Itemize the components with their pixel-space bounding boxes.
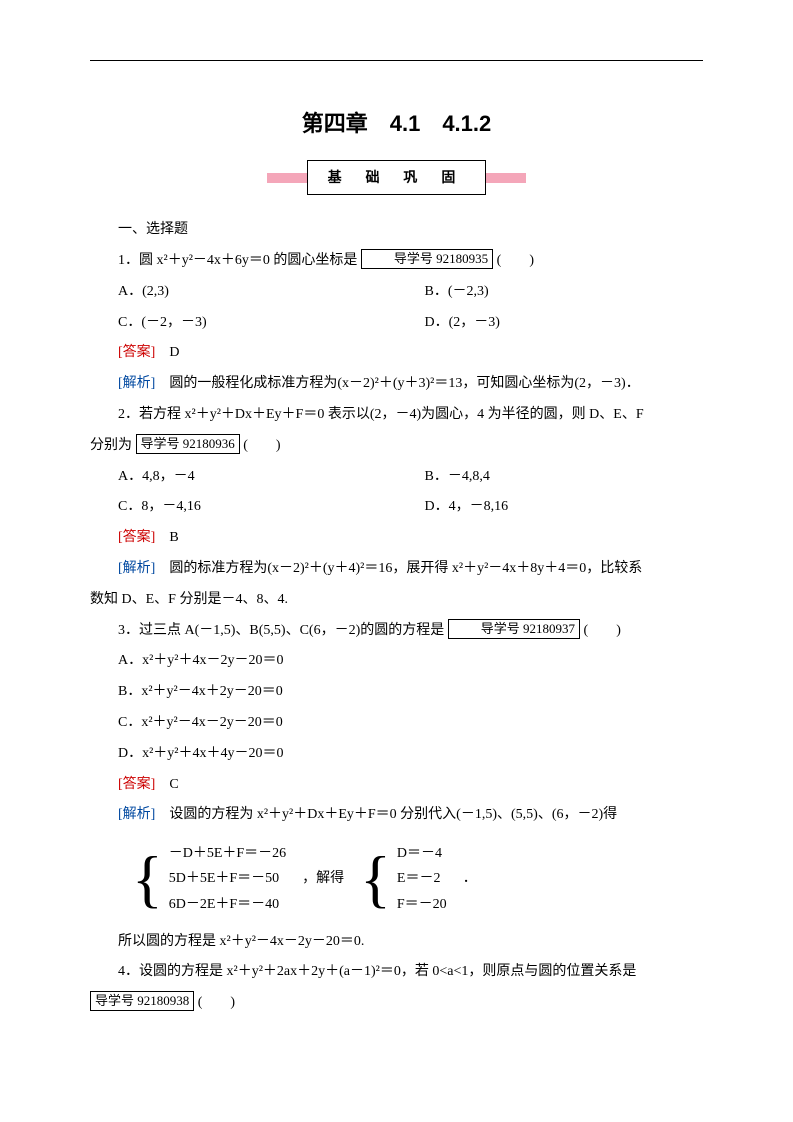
q1-opt-a: A．(2,3) (90, 277, 397, 308)
brace-left-2: { (360, 847, 391, 911)
q1-stem: 1．圆 x²＋y²－4x＋6y＝0 的圆心坐标是 导学号 92180935 ( … (90, 246, 703, 277)
q3-system-left: －D＋5E＋F＝－26 5D＋5E＋F＝－50 6D－2E＋F＝－40 (169, 841, 286, 917)
q1-analysis-line: [解析] 圆的一般程化成标准方程为(x－2)²＋(y＋3)²＝13，可知圆心坐标… (90, 369, 703, 400)
q3-system-right: D＝－4 E＝－2 F＝－20 (397, 841, 447, 917)
eq-l1: －D＋5E＋F＝－26 (169, 841, 286, 866)
q2-opt-b: B．－4,8,4 (397, 462, 704, 493)
tag-prefix: 导学号 (141, 436, 183, 451)
chapter-title: 第四章 4.1 4.1.2 (90, 100, 703, 148)
q2-tag: 导学号 92180936 (136, 434, 240, 454)
q3-opt-a: A．x²＋y²＋4x－2y－20＝0 (90, 646, 703, 677)
q2-stem-line2: 分别为 导学号 92180936 ( ) (90, 431, 703, 462)
q3-options: A．x²＋y²＋4x－2y－20＝0 B．x²＋y²－4x＋2y－20＝0 C．… (90, 646, 703, 769)
q3-answer-line: [答案] C (90, 770, 703, 801)
q1-answer: D (169, 345, 179, 360)
q1-paren: ( ) (497, 253, 534, 268)
q4-paren: ( ) (198, 995, 235, 1010)
analysis-label: [解析] (118, 561, 155, 576)
q1-analysis: 圆的一般程化成标准方程为(x－2)²＋(y＋3)²＝13，可知圆心坐标为(2，－… (169, 376, 639, 391)
q4-tag-num: 92180938 (137, 993, 189, 1008)
eq-l3: 6D－2E＋F＝－40 (169, 892, 286, 917)
q3-opt-d: D．x²＋y²＋4x＋4y－20＝0 (90, 739, 703, 770)
brace-left-1: { (132, 847, 163, 911)
q3-equation-system: { －D＋5E＋F＝－26 5D＋5E＋F＝－50 6D－2E＋F＝－40 ，解… (132, 841, 703, 917)
eq-r2: E＝－2 (397, 866, 447, 891)
answer-label: [答案] (118, 777, 155, 792)
tag-prefix: 导学号 (95, 993, 137, 1008)
eq-l2: 5D＋5E＋F＝－50 (169, 866, 286, 891)
q3-answer: C (169, 777, 178, 792)
q2-opt-d: D．4，－8,16 (397, 492, 704, 523)
answer-label: [答案] (118, 345, 155, 360)
q1-answer-line: [答案] D (90, 338, 703, 369)
q3-analysis-intro: [解析] 设圆的方程为 x²＋y²＋Dx＋Ey＋F＝0 分别代入(－1,5)、(… (90, 800, 703, 831)
heading-choice: 一、选择题 (90, 215, 703, 246)
q2-analysis1: 圆的标准方程为(x－2)²＋(y＋4)²＝16，展开得 x²＋y²－4x＋8y＋… (169, 561, 642, 576)
analysis-label: [解析] (118, 807, 155, 822)
q2-paren: ( ) (243, 438, 280, 453)
banner-bar-left (267, 173, 307, 183)
q1-opt-c: C．(－2，－3) (90, 308, 397, 339)
q3-opt-b: B．x²＋y²－4x＋2y－20＝0 (90, 677, 703, 708)
q2-stem-line2-before: 分别为 (90, 438, 132, 453)
q3-analysis-intro-text: 设圆的方程为 x²＋y²＋Dx＋Ey＋F＝0 分别代入(－1,5)、(5,5)、… (169, 807, 617, 822)
q3-tag: 导学号 92180937 (448, 619, 580, 639)
q4-stem-line1: 4．设圆的方程是 x²＋y²＋2ax＋2y＋(a－1)²＝0，若 0<a<1，则… (90, 957, 703, 988)
eq-r1: D＝－4 (397, 841, 447, 866)
q2-tag-num: 92180936 (183, 436, 235, 451)
banner-inner: 基 础 巩 固 (267, 160, 527, 195)
top-rule (90, 60, 703, 61)
answer-label: [答案] (118, 530, 155, 545)
q3-system-mid: ，解得 (302, 864, 344, 895)
q3-stem-text: 3．过三点 A(－1,5)、B(5,5)、C(6，－2)的圆的方程是 (118, 623, 444, 638)
banner-label: 基 础 巩 固 (307, 160, 487, 195)
section-banner: 基 础 巩 固 (90, 160, 703, 195)
q3-paren: ( ) (584, 623, 621, 638)
q4-tag: 导学号 92180938 (90, 991, 194, 1011)
page: 第四章 4.1 4.1.2 基 础 巩 固 一、选择题 1．圆 x²＋y²－4x… (0, 0, 793, 1122)
q1-opt-d: D．(2，－3) (397, 308, 704, 339)
q3-tag-num: 92180937 (523, 621, 575, 636)
q1-opt-b: B．(－2,3) (397, 277, 704, 308)
q3-stem: 3．过三点 A(－1,5)、B(5,5)、C(6，－2)的圆的方程是 导学号 9… (90, 616, 703, 647)
tag-prefix: 导学号 (394, 251, 436, 266)
q2-analysis-line1: [解析] 圆的标准方程为(x－2)²＋(y＋4)²＝16，展开得 x²＋y²－4… (90, 554, 703, 585)
q2-opt-a: A．4,8，－4 (90, 462, 397, 493)
q2-analysis-line2: 数知 D、E、F 分别是－4、8、4. (90, 585, 703, 616)
q1-options: A．(2,3) B．(－2,3) C．(－2，－3) D．(2，－3) (90, 277, 703, 339)
q2-options: A．4,8，－4 B．－4,8,4 C．8，－4,16 D．4，－8,16 (90, 462, 703, 524)
tag-prefix: 导学号 (481, 621, 523, 636)
q1-tag-num: 92180935 (436, 251, 488, 266)
banner-bar-right (486, 173, 526, 183)
q4-stem-line2: 导学号 92180938 ( ) (90, 988, 703, 1019)
q1-stem-text: 1．圆 x²＋y²－4x＋6y＝0 的圆心坐标是 (118, 253, 357, 268)
analysis-label: [解析] (118, 376, 155, 391)
eq-r3: F＝－20 (397, 892, 447, 917)
q2-opt-c: C．8，－4,16 (90, 492, 397, 523)
q2-answer-line: [答案] B (90, 523, 703, 554)
q3-conclusion: 所以圆的方程是 x²＋y²－4x－2y－20＝0. (90, 927, 703, 958)
q1-tag: 导学号 92180935 (361, 249, 493, 269)
q2-stem-line1: 2．若方程 x²＋y²＋Dx＋Ey＋F＝0 表示以(2，－4)为圆心，4 为半径… (90, 400, 703, 431)
q2-answer: B (169, 530, 178, 545)
q3-system-end: ． (463, 864, 477, 895)
q3-opt-c: C．x²＋y²－4x－2y－20＝0 (90, 708, 703, 739)
